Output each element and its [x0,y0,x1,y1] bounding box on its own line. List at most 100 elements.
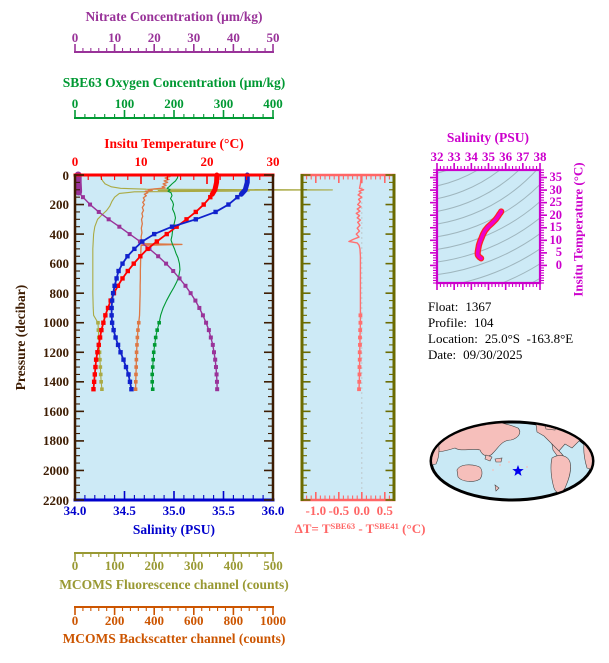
tick-label: 10 [134,154,148,169]
tick-label: 0 [62,167,70,183]
delta-t-panel [302,175,394,500]
tick-label: 0 [71,558,79,573]
tick-label: 35 [482,149,495,164]
tick-label: 34 [464,149,478,164]
tick-label: 36.0 [261,503,285,518]
tick-label: 2200 [43,492,69,508]
tick-label: 35.0 [162,503,186,518]
tick-label: 1600 [43,403,69,419]
tick-label: 600 [184,613,204,628]
tick-label: 20 [549,207,563,222]
tick-label: 25 [549,195,563,210]
oxygen-axis-title: SBE63 Oxygen Concentration (μm/kg) [62,75,286,90]
tick-label: 10 [549,232,563,247]
float-label: Float: [428,299,459,314]
tick-label: 400 [144,613,164,628]
world-map [429,420,595,502]
profile-line: Profile: 104 [428,315,573,331]
tick-label: 34.5 [113,503,136,518]
tick-label: 0.5 [376,503,393,518]
tick-label: 500 [263,558,283,573]
tick-label: 1800 [43,433,69,449]
tick-label: 38 [533,149,547,164]
tick-label: 37 [516,149,530,164]
tick-label: 400 [223,558,244,573]
tick-label: 0 [555,257,562,272]
delta-t-label-mid: - T [355,521,375,536]
tick-label: 300 [184,558,204,573]
profile-label: Profile: [428,315,467,330]
series-backscatter [133,174,183,392]
tick-label: 35.5 [212,503,235,518]
date-label: Date: [428,347,457,362]
tick-label: 50 [266,30,280,45]
tick-label: -1.0 [305,503,327,518]
delta-t-label-sup2: SBE41 [374,521,399,531]
tick-label: 200 [144,558,164,573]
tick-label: 0 [71,96,79,111]
series-delta-t [348,174,365,392]
tick-label: 200 [164,96,184,111]
tick-label: 15 [549,220,563,235]
tick-label: 33 [447,149,461,164]
tick-label: 200 [49,197,70,213]
fluorescence-axis-title: MCOMS Fluorescence channel (counts) [59,577,289,592]
tick-label: 1400 [43,374,69,390]
tick-label: 0.0 [353,503,370,518]
tick-label: 800 [49,285,70,301]
tick-label: 32 [430,149,444,164]
tick-label: 800 [223,613,244,628]
tick-label: 34.0 [63,503,87,518]
tick-label: 30 [549,182,563,197]
float-info-block: Float: 1367 Profile: 104 Location: 25.0°S -… [428,299,573,363]
delta-t-label-pre: ΔT= T [294,521,331,536]
nitrate-axis-title: Nitrate Concentration (μm/kg) [85,9,263,24]
float-id-line: Float: 1367 [428,299,573,315]
tick-label: 30 [187,30,201,45]
ts-salinity-axis-title: Salinity (PSU) [446,130,530,145]
salinity-axis-title: Salinity (PSU) [132,522,216,537]
tick-label: 1000 [260,613,286,628]
date-value: 09/30/2025 [463,347,523,362]
profile-value: 104 [474,315,494,330]
temperature-axis-title: Insitu Temperature (°C) [104,136,244,151]
ts-curve [474,208,505,262]
tick-label: 40 [226,30,240,45]
float-value: 1367 [465,299,492,314]
series-oxygen [150,174,181,392]
tick-label: 36 [499,149,513,164]
delta-t-label-post: (°C) [398,521,426,536]
series-salinity [109,172,250,392]
float-location-star [512,465,524,476]
tick-label: 1200 [43,344,69,360]
delta-t-axis-label: ΔT= TSBE63 - TSBE41 (°C) [287,521,433,537]
backscatter-axis-title: MCOMS Backscatter channel (counts) [62,631,286,646]
tick-label: 10 [108,30,122,45]
delta-t-label-sup1: SBE63 [330,521,356,531]
tick-label: 1000 [43,315,69,331]
location-line: Location: 25.0°S -163.8°E [428,331,573,347]
tick-label: 5 [555,245,562,260]
tick-label: 0 [71,613,79,628]
series-nitrate [74,171,220,392]
tick-label: 0 [71,154,79,169]
tick-label: -0.5 [328,503,350,518]
tick-label: 35 [549,170,563,185]
tick-label: 600 [49,256,70,272]
tick-label: 100 [104,558,125,573]
location-value: 25.0°S -163.8°E [484,331,574,346]
tick-label: 400 [263,96,283,111]
tick-label: 30 [266,154,280,169]
tick-label: 20 [200,154,214,169]
tick-label: 400 [49,226,70,242]
